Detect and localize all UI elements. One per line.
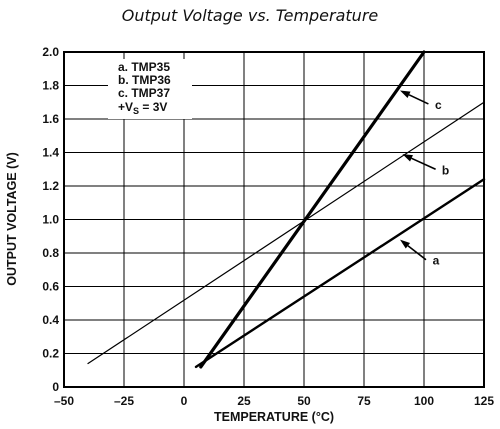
- annotation-label-c: c: [435, 98, 442, 112]
- y-tick-label: 0.4: [42, 313, 59, 327]
- annotation-arrow-c: [408, 94, 429, 105]
- legend-item-b: b. TMP36: [118, 73, 171, 87]
- tick-labels: –50 –25 0 25 50 75 100 125 0 0.2 0.4 0.6 0.8 1.0 1.2 1.…: [42, 45, 494, 408]
- annotation-arrowhead-b: [402, 154, 413, 162]
- annotation-label-a: a: [433, 254, 440, 268]
- series-lines: [87, 50, 486, 369]
- y-tick-label: 1.2: [42, 179, 59, 193]
- x-tick-label: 125: [474, 394, 494, 408]
- x-tick-label: –25: [114, 394, 134, 408]
- series-line-b: [87, 101, 485, 365]
- y-tick-label: 1.0: [42, 213, 59, 227]
- x-tick-label: –50: [54, 394, 74, 408]
- legend-item-c: c. TMP37: [118, 86, 170, 100]
- annotation-arrow-a: [407, 245, 427, 261]
- y-tick-label: 0.2: [42, 347, 59, 361]
- y-tick-label: 0: [52, 380, 59, 394]
- y-tick-label: 0.8: [42, 246, 59, 260]
- x-tick-label: 0: [181, 394, 188, 408]
- y-tick-label: 2.0: [42, 45, 59, 59]
- annotations: c b a: [400, 90, 449, 268]
- y-axis-label: OUTPUT VOLTAGE (V): [5, 152, 19, 286]
- legend: a. TMP35 b. TMP36 c. TMP37 +VS = 3V: [108, 59, 192, 119]
- y-tick-label: 1.6: [42, 112, 59, 126]
- y-tick-label: 0.6: [42, 280, 59, 294]
- legend-supply: +VS = 3V: [118, 100, 167, 116]
- chart-title: Output Voltage vs. Temperature: [121, 6, 379, 25]
- y-tick-label: 1.4: [42, 146, 59, 160]
- annotation-arrowhead-c: [400, 90, 411, 98]
- x-tick-label: 25: [237, 394, 251, 408]
- x-axis-label: TEMPERATURE (°C): [214, 410, 334, 424]
- annotation-arrow-b: [411, 157, 436, 171]
- series-line-c: [199, 50, 426, 369]
- annotation-arrowhead-a: [400, 239, 411, 249]
- x-tick-label: 75: [357, 394, 371, 408]
- y-tick-label: 1.8: [42, 79, 59, 93]
- legend-background: [108, 59, 192, 119]
- x-tick-label: 100: [414, 394, 434, 408]
- plot-frame: [63, 51, 485, 388]
- series-line-a: [194, 178, 486, 369]
- x-tick-label: 50: [297, 394, 311, 408]
- legend-item-a: a. TMP35: [118, 60, 170, 74]
- annotation-label-b: b: [442, 163, 449, 177]
